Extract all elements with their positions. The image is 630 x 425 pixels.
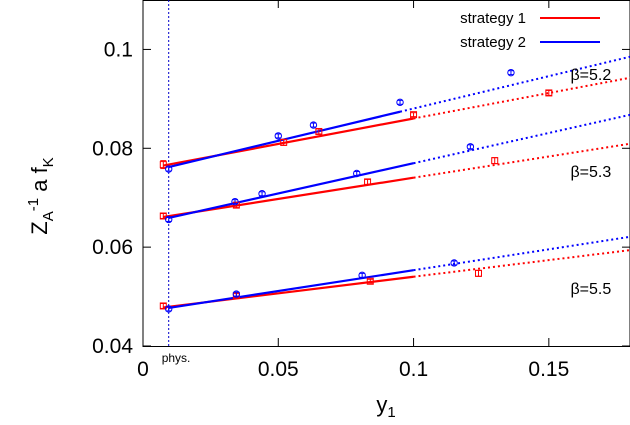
y-axis-label-z: Z xyxy=(27,221,52,234)
x-axis-label: y1 xyxy=(376,392,395,421)
beta-label: β=5.2 xyxy=(570,67,611,84)
strategy2-point-marker xyxy=(466,143,475,151)
strategy1-point-marker xyxy=(232,201,240,209)
strategy2-fit-solid xyxy=(168,269,414,310)
strategy2-point-marker xyxy=(358,271,366,280)
strategy2-point-marker xyxy=(165,305,173,313)
strategy1-point-marker xyxy=(366,277,374,285)
strategy2-point-marker xyxy=(274,132,282,140)
strategy2-point-marker xyxy=(165,165,173,173)
x-tick-label: 0.15 xyxy=(528,358,569,381)
strategy1-fit-dotted xyxy=(413,76,630,120)
y-tick-label: 0.08 xyxy=(92,137,133,160)
y-tick-label: 0.04 xyxy=(92,335,133,358)
plot-frame xyxy=(142,0,630,347)
strategy2-point-marker xyxy=(353,169,361,178)
strategy2-point-marker xyxy=(507,68,515,77)
y-axis-label-rest: a f xyxy=(27,166,52,197)
strategy1-point-marker xyxy=(159,302,167,310)
legend: strategy 1 strategy 2 xyxy=(460,10,600,51)
physical-point-label: phys. xyxy=(162,351,191,365)
strategy2-point-marker xyxy=(450,259,458,267)
x-tick-label: 0.05 xyxy=(258,358,299,381)
strategy2-point-marker xyxy=(396,98,404,107)
strategy2-point-marker xyxy=(309,121,318,129)
strategy1-fit-dotted xyxy=(413,142,630,179)
x-axis-label-main: y xyxy=(376,392,387,417)
strategy2-fit-dotted xyxy=(413,113,630,165)
strategy2-point-marker xyxy=(165,215,173,224)
strategy1-point-marker xyxy=(280,138,288,146)
strategy1-fit-dotted xyxy=(413,249,630,278)
strategy1-point-marker xyxy=(315,127,323,135)
legend-label-strategy-2: strategy 2 xyxy=(460,34,526,51)
plot-layer xyxy=(142,0,630,347)
y-axis-label-z-sup: -1 xyxy=(25,198,42,211)
y-axis-label-rest-sub: K xyxy=(40,157,57,167)
strategy2-point-marker xyxy=(231,197,239,206)
x-tick-label: 0.1 xyxy=(399,358,428,381)
y-tick-label: 0.06 xyxy=(92,236,133,259)
x-axis-label-sub: 1 xyxy=(387,404,395,421)
x-tick-label: 0 xyxy=(137,358,149,381)
strategy1-point-marker xyxy=(159,161,167,169)
strategy1-point-marker xyxy=(410,111,418,119)
strategy1-point-marker xyxy=(491,157,499,165)
strategy1-point-marker xyxy=(474,269,482,277)
strategy1-point-marker xyxy=(545,89,553,97)
beta-label: β=5.5 xyxy=(570,281,611,298)
beta-label: β=5.3 xyxy=(570,164,611,181)
series-layer xyxy=(159,55,630,313)
y-tick-label: 0.1 xyxy=(104,38,133,61)
strategy2-fit-solid xyxy=(168,162,414,220)
strategy1-point-marker xyxy=(159,212,167,220)
label-layer: 0 0.05 0.1 0.15 0.04 0.06 0.08 0.1 phys. β=5.2 β=5… xyxy=(92,38,611,381)
y-axis-label: ZA-1 a fK xyxy=(25,157,57,234)
strategy2-point-marker xyxy=(258,190,266,198)
strategy2-point-marker xyxy=(232,290,241,298)
strategy1-point-marker xyxy=(364,178,372,186)
legend-label-strategy-1: strategy 1 xyxy=(460,10,526,27)
y-axis-label-z-sub: A xyxy=(40,211,57,221)
strategy2-fit-dotted xyxy=(413,235,630,272)
